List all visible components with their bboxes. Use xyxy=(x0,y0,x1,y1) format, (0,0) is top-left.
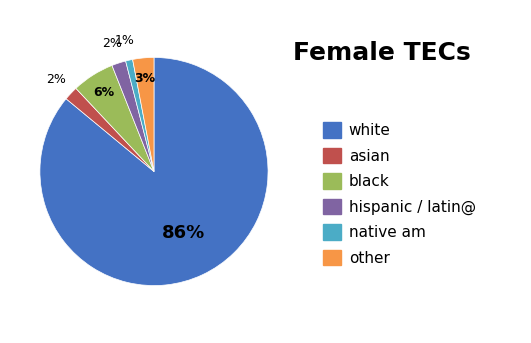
Text: 6%: 6% xyxy=(93,86,115,99)
Text: Female TECs: Female TECs xyxy=(294,41,471,65)
Wedge shape xyxy=(76,66,154,172)
Wedge shape xyxy=(112,61,154,172)
Text: 1%: 1% xyxy=(115,34,134,47)
Text: 86%: 86% xyxy=(161,224,205,243)
Text: 2%: 2% xyxy=(102,37,122,50)
Wedge shape xyxy=(40,57,268,286)
Wedge shape xyxy=(66,88,154,172)
Wedge shape xyxy=(126,59,154,172)
Wedge shape xyxy=(133,57,154,172)
Text: 2%: 2% xyxy=(46,73,66,86)
Legend: white, asian, black, hispanic / latin@, native am, other: white, asian, black, hispanic / latin@, … xyxy=(316,116,482,272)
Text: 3%: 3% xyxy=(135,72,156,85)
